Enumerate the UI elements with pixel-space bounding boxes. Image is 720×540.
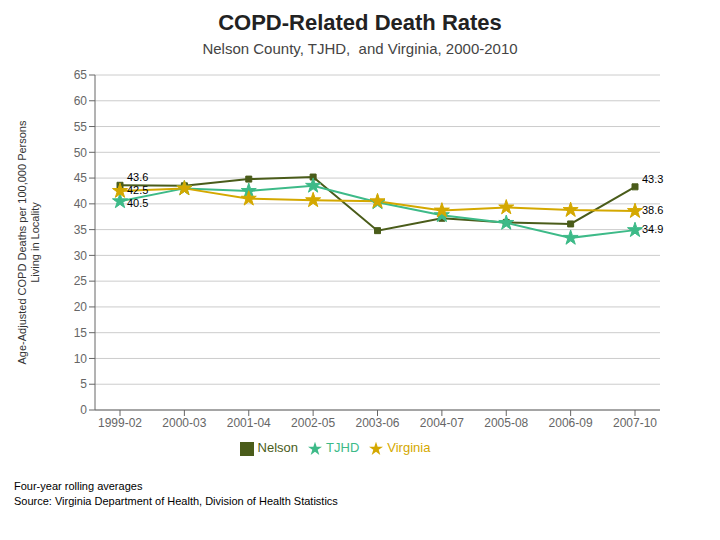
html-text:Nelson County, TJHD, and Virgi: Nelson County, TJHD, and Virginia, 2000-… [202,40,518,57]
html-text:TJHD: TJHD [326,440,360,455]
svg-text:43.6: 43.6 [127,171,148,183]
svg-text:40: 40 [74,197,88,211]
svg-text:50: 50 [74,146,88,160]
svg-text:45: 45 [74,171,88,185]
html-text:Four-year rolling averages: Four-year rolling averages [14,480,143,492]
svg-text:2005-08: 2005-08 [484,416,528,430]
svg-text:35: 35 [74,223,88,237]
html-text:Source: Virginia Department of: Source: Virginia Department of Health, D… [14,495,338,507]
svg-text:65: 65 [74,68,88,82]
svg-text:60: 60 [74,94,88,108]
svg-text:2001-04: 2001-04 [227,416,271,430]
svg-text:43.3: 43.3 [642,173,663,185]
svg-text:10: 10 [74,352,88,366]
svg-text:55: 55 [74,120,88,134]
svg-text:0: 0 [80,403,87,417]
svg-text:2002-05: 2002-05 [291,416,335,430]
svg-text:2000-03: 2000-03 [162,416,206,430]
svg-text:30: 30 [74,249,88,263]
svg-text:1999-02: 1999-02 [98,416,142,430]
svg-text:Age-Adjusted COPD Deaths per 1: Age-Adjusted COPD Deaths per 100,000 Per… [16,120,41,364]
svg-text:20: 20 [74,300,88,314]
svg-text:42.5: 42.5 [127,184,148,196]
html-text:Virginia: Virginia [387,440,431,455]
svg-text:40.5: 40.5 [127,197,148,209]
svg-text:2006-09: 2006-09 [549,416,593,430]
svg-text:15: 15 [74,326,88,340]
html-text:Nelson: Nelson [257,440,299,455]
svg-text:2003-06: 2003-06 [355,416,399,430]
svg-text:2007-10: 2007-10 [613,416,657,430]
html-text:COPD-Related Death Rates: COPD-Related Death Rates [218,10,502,35]
svg-text:5: 5 [80,377,87,391]
svg-text:34.9: 34.9 [642,223,663,235]
svg-text:25: 25 [74,274,88,288]
svg-text:38.6: 38.6 [642,204,663,216]
svg-text:2004-07: 2004-07 [420,416,464,430]
